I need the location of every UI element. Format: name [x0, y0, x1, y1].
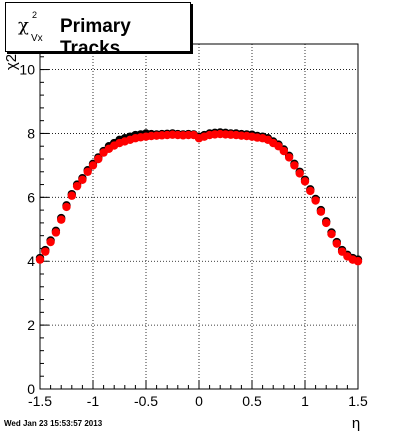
data-point-red [88, 161, 98, 170]
data-point-red [67, 191, 77, 200]
data-point-red [353, 257, 363, 266]
title-superscript: 2 [32, 10, 38, 20]
data-point-red [78, 175, 87, 184]
data-point-red [295, 169, 304, 178]
axes: -1.5 -1 -0.5 0 0.5 1 1.5 0 2 4 6 8 10 [19, 43, 368, 409]
data-point-red [290, 161, 299, 170]
data-point-red [279, 146, 288, 156]
x-tick-label: 1.5 [348, 393, 368, 409]
data-point-red [46, 237, 55, 247]
x-tick-label: 0 [195, 393, 203, 409]
x-tick-label: 0.5 [242, 393, 262, 409]
x-tick-label: -1 [87, 393, 100, 409]
data-point-red [316, 207, 326, 216]
timestamp: Wed Jan 23 15:53:57 2013 [4, 419, 103, 428]
y-tick-label: 4 [27, 253, 35, 269]
data-point-red [62, 202, 71, 212]
data-point-red [57, 215, 66, 224]
data-point-red [300, 177, 310, 186]
chart-title: Primary Tracks [60, 16, 131, 59]
x-tick-label: -1.5 [28, 393, 52, 409]
data-point-red [35, 255, 45, 264]
y-tick-label: 0 [27, 381, 35, 397]
data-point-red [83, 167, 92, 176]
y-axis-label: χ2 [3, 54, 20, 70]
y-tick-label: 10 [19, 62, 35, 78]
data-points [35, 128, 363, 266]
title-symbol: χ [18, 15, 29, 36]
grid [40, 44, 358, 389]
x-axis-label: η [352, 415, 360, 432]
data-point-red [322, 218, 331, 228]
x-tick-label: 1 [301, 393, 309, 409]
data-point-red [94, 154, 103, 164]
data-point-red [327, 229, 336, 239]
data-point-red [306, 186, 315, 196]
y-tick-label: 8 [27, 125, 35, 141]
y-tick-label: 6 [27, 189, 35, 205]
data-point-red [41, 247, 50, 256]
data-point-red [72, 181, 82, 191]
data-point-red [311, 196, 320, 205]
y-tick-label: 2 [27, 317, 35, 333]
data-point-red [51, 228, 61, 237]
title-subscript: Vx [31, 33, 43, 44]
x-tick-label: -0.5 [134, 393, 158, 409]
title-box: χ 2 Vx Primary Tracks [5, 2, 191, 59]
data-point-red [284, 153, 294, 162]
data-point-red [332, 239, 341, 248]
